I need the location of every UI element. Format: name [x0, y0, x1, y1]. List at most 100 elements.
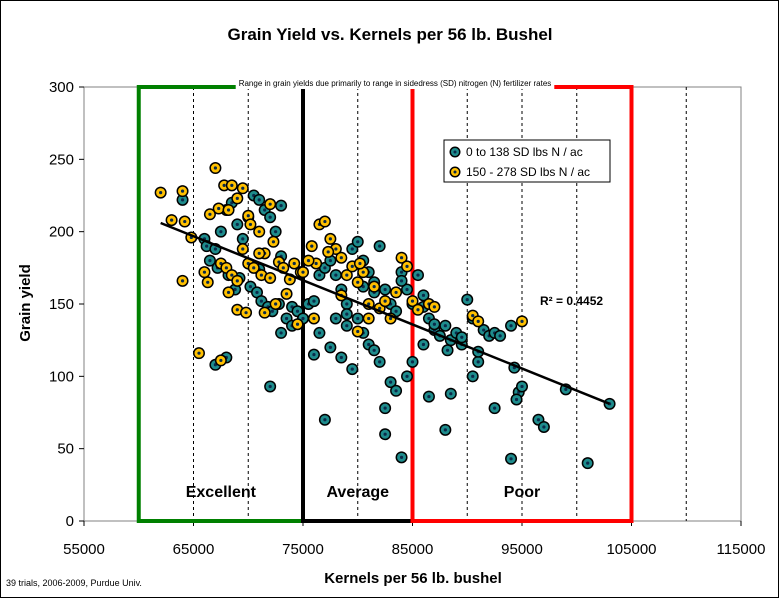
low-n-point-center — [394, 389, 398, 393]
x-tick-label: 75000 — [282, 541, 324, 558]
high-n-point-center — [241, 247, 245, 251]
low-n-point-center — [339, 355, 343, 360]
low-n-point-center — [399, 279, 404, 283]
r-squared-label: R² = 0.4452 — [540, 294, 603, 308]
y-tick-label: 0 — [66, 513, 74, 530]
high-n-point-center — [230, 273, 234, 277]
high-n-point-center — [202, 270, 207, 274]
high-n-point-center — [226, 290, 231, 295]
low-n-point-center — [235, 222, 239, 227]
low-n-point-center — [279, 204, 283, 208]
chart-title: Grain Yield vs. Kernels per 56 lb. Bushe… — [227, 25, 552, 44]
x-tick-label: 85000 — [392, 541, 434, 558]
high-n-point-center — [292, 261, 296, 266]
low-n-point-center — [367, 342, 371, 347]
low-n-point-center — [279, 331, 283, 335]
low-n-point-center — [345, 312, 349, 316]
high-n-point-center — [356, 280, 360, 284]
low-n-point-center — [241, 237, 245, 241]
high-n-point-center — [288, 277, 292, 282]
low-n-point-center — [498, 334, 502, 338]
high-n-point-center — [241, 186, 245, 190]
low-n-point-center — [564, 387, 568, 391]
high-n-point-center — [213, 166, 217, 170]
y-tick-label: 100 — [49, 368, 74, 385]
high-n-point-center — [394, 290, 398, 295]
legend-label: 150 - 278 SD lbs N / ac — [466, 165, 590, 179]
low-n-point-center — [323, 266, 327, 270]
high-n-point-center — [224, 266, 228, 270]
high-n-point-center — [235, 279, 239, 283]
legend-marker-center — [453, 150, 457, 154]
x-tick-label: 65000 — [173, 541, 215, 558]
low-n-point-center — [509, 324, 513, 328]
low-n-point-center — [460, 335, 464, 339]
low-n-point-center — [421, 342, 426, 347]
low-n-point-center — [421, 293, 426, 297]
low-n-point-center — [312, 353, 316, 357]
low-n-point-center — [213, 247, 217, 251]
high-n-point-center — [416, 308, 420, 312]
low-n-point-center — [378, 244, 382, 248]
high-n-point-center — [314, 261, 318, 266]
low-n-point-center — [394, 309, 398, 313]
y-tick-label: 250 — [49, 151, 74, 168]
low-n-point-center — [471, 374, 475, 378]
high-n-point-center — [356, 329, 360, 334]
zone-excellent-label: Excellent — [186, 484, 257, 501]
low-n-point-center — [465, 298, 469, 302]
high-n-point-center — [268, 202, 272, 206]
low-n-point-center — [389, 380, 393, 384]
low-n-point-center — [432, 322, 436, 326]
high-n-point-center — [281, 266, 285, 270]
high-n-point-center — [268, 276, 272, 280]
high-n-point-center — [248, 222, 253, 227]
high-n-point-center — [170, 218, 174, 222]
low-n-point-center — [263, 208, 267, 212]
y-tick-label: 150 — [49, 296, 74, 313]
high-n-point-center — [345, 273, 349, 277]
low-n-point-center — [274, 230, 278, 234]
high-n-point-center — [180, 279, 185, 283]
low-n-point-center — [345, 324, 349, 328]
high-n-point-center — [383, 299, 387, 303]
low-n-point-center — [405, 374, 409, 378]
low-n-point-center — [205, 244, 209, 248]
high-n-point-center — [180, 189, 185, 193]
high-n-point-center — [244, 311, 248, 315]
high-n-point-center — [306, 259, 311, 263]
high-n-point-center — [334, 247, 338, 251]
high-n-point-center — [367, 302, 371, 306]
annotation-background — [235, 78, 555, 89]
low-n-point-center — [180, 198, 185, 202]
trendline — [160, 221, 611, 405]
high-n-point-center — [358, 261, 362, 266]
high-n-point-center — [217, 206, 221, 211]
y-tick-label: 300 — [49, 79, 74, 96]
low-n-point-center — [323, 418, 327, 422]
low-n-point-center — [248, 285, 253, 289]
high-n-point-center — [350, 264, 354, 268]
low-n-point-center — [208, 259, 212, 263]
x-tick-label: 95000 — [501, 541, 543, 558]
footnote: 39 trials, 2006-2009, Purdue Univ. — [6, 578, 142, 588]
low-n-point-center — [449, 392, 453, 396]
low-n-point-center — [301, 316, 305, 321]
high-n-point-center — [520, 319, 524, 323]
y-axis-title: Grain yield — [17, 264, 34, 342]
annotation-text: Range in grain yields due primarily to r… — [239, 79, 552, 88]
x-tick-label: 115000 — [717, 541, 766, 558]
low-n-point-center — [405, 287, 409, 292]
low-n-point-center — [257, 198, 261, 202]
low-n-point-center — [482, 328, 486, 332]
high-n-point-center — [230, 183, 234, 187]
high-n-point-center — [361, 270, 365, 274]
high-n-point-center — [271, 240, 276, 244]
low-n-point-center — [350, 367, 354, 371]
high-n-point-center — [410, 299, 415, 303]
low-n-point-center — [383, 287, 387, 292]
low-n-point-center — [317, 331, 322, 335]
low-n-point-center — [255, 290, 259, 295]
low-n-point-center — [295, 309, 300, 313]
low-n-point-center — [268, 215, 272, 219]
